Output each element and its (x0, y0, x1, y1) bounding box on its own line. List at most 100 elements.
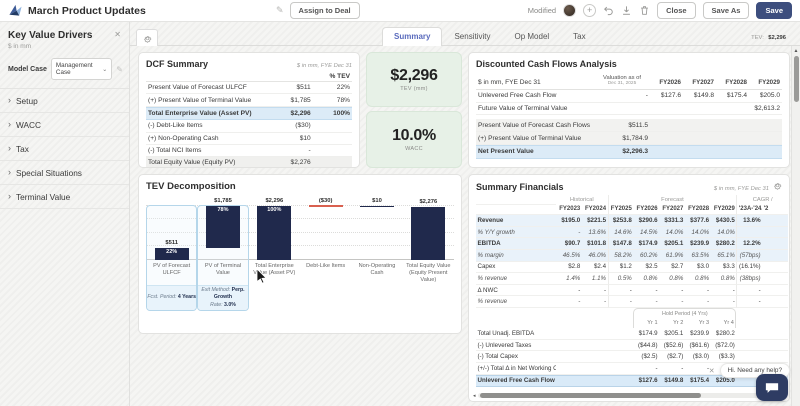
save-button[interactable]: Save (756, 2, 792, 19)
tev-label: TEV (mm) (400, 86, 428, 92)
tab-summary[interactable]: Summary (382, 27, 443, 46)
row-cell: $205.0 (749, 90, 782, 103)
fin-cell (762, 328, 788, 340)
fin-cell: FY2023 (556, 205, 582, 216)
sidebar-item-tax[interactable]: › Tax (0, 137, 129, 161)
close-button[interactable]: Close (657, 2, 696, 19)
assign-to-deal-button[interactable]: Assign to Deal (289, 2, 360, 19)
dcfa-pv-row: (+) Present Value of Terminal Value $1,78… (476, 132, 782, 145)
row-cell (650, 103, 683, 116)
fin-cell: 13.6% (736, 215, 763, 227)
tab-tax[interactable]: Tax (573, 32, 586, 41)
fin-cell: - (684, 285, 711, 297)
fin-cell: $2.5 (633, 262, 660, 274)
dismiss-tooltip-icon[interactable]: ✕ (708, 367, 715, 375)
fin-row-unlevered-taxes: (-) Unlevered Taxes ($44.8) ($52.6) ($61.6)… (476, 340, 788, 352)
fin-cell: ($3.3) (710, 351, 737, 363)
document-title[interactable]: March Product Updates (28, 4, 146, 17)
close-panel-icon[interactable]: ✕ (114, 30, 121, 39)
fin-cell: % margin (476, 249, 556, 262)
fin-cell: 14.5% (633, 226, 660, 239)
fin-row-nwc: Δ NWC - - - - - - - - (476, 284, 788, 297)
tab-sensitivity[interactable]: Sensitivity (454, 32, 491, 41)
sidebar-item-terminal-value[interactable]: › Terminal Value (0, 185, 129, 209)
fin-cell (607, 328, 634, 340)
dcfa-row: Future Value of Terminal Value $2,613.2 (476, 103, 782, 116)
chart-column-pv-of-terminal-value[interactable]: 78% $1,785 PV of Terminal Value Exit Method… (197, 198, 249, 311)
fin-cell: - (659, 363, 685, 375)
dcf-summary-row: (-) Debt-Like Items ($30) (146, 120, 352, 133)
fin-cell: - (684, 363, 711, 375)
fin-cell (607, 363, 634, 375)
fin-cell: FY2026 (633, 205, 660, 216)
add-collaborator-icon[interactable]: + (583, 4, 597, 17)
fin-cell (581, 363, 608, 375)
chat-button[interactable] (756, 374, 788, 401)
tab-op-model[interactable]: Op Model (514, 32, 550, 41)
fin-cell: ($2.7) (659, 351, 685, 363)
undo-icon[interactable] (603, 5, 614, 16)
fin-cell: - (556, 226, 582, 239)
tev-chart: 22% $511 PV of Forecast ULFCF Fcst. Period:… (146, 198, 454, 311)
fin-cell: $3.3 (710, 262, 737, 274)
save-as-button[interactable]: Save As (702, 2, 750, 19)
bar-footnote (250, 285, 299, 310)
fin-cell (607, 374, 634, 388)
sidebar-item-special-situations[interactable]: › Special Situations (0, 161, 129, 185)
chart-bar (308, 204, 343, 207)
chart-plot-area: 78% $1,785 (198, 198, 247, 260)
tab-settings-gear-icon[interactable] (136, 29, 158, 46)
trash-icon[interactable] (639, 5, 650, 16)
edit-case-icon[interactable]: ✎ (116, 64, 123, 74)
fin-cell: $377.6 (684, 215, 711, 227)
edit-title-icon[interactable]: ✎ (276, 5, 284, 15)
fin-cell (762, 215, 788, 227)
chart-plot-area: 100% $2,296 (250, 198, 299, 260)
valuation-column-header: Valuation as of Dec 31, 2025 (594, 73, 650, 90)
bar-value-label: $10 (372, 198, 382, 205)
fin-cell: $205.1 (659, 238, 685, 250)
fin-cell: 1.4% (556, 273, 582, 285)
row-value: - (274, 145, 313, 158)
row-pct (312, 133, 352, 145)
fin-cell: - (710, 285, 737, 297)
fin-cell: FY2025 (607, 204, 634, 216)
fin-cell: % Y/Y growth (476, 226, 556, 239)
fin-cell (556, 351, 582, 363)
fin-cell: ($2.5) (633, 351, 660, 363)
fin-cell: Yr 3 (684, 318, 711, 329)
fin-cell: 1.1% (581, 273, 608, 285)
sidebar-item-setup[interactable]: › Setup (0, 89, 129, 113)
chart-column-debt-like-items[interactable]: ($30) Debt-Like Items (300, 198, 351, 311)
row-label: Total Equity Value (Equity PV) (146, 157, 274, 167)
sidebar-item-label: Special Situations (16, 167, 82, 178)
fin-cell (581, 351, 608, 363)
scroll-left-icon[interactable]: ◂ (473, 392, 476, 399)
wacc-label: WACC (405, 146, 423, 152)
scroll-up-icon[interactable]: ▲ (793, 48, 799, 54)
sidebar-item-wacc[interactable]: › WACC (0, 113, 129, 137)
vertical-scroll-thumb[interactable] (794, 56, 799, 102)
download-icon[interactable] (621, 5, 632, 16)
panel-settings-gear-icon[interactable] (773, 181, 782, 190)
tev-metric-card: $2,296 TEV (mm) (366, 52, 462, 107)
bar-value-label: $2,296 (265, 198, 284, 204)
chart-column-total-equity-value-equity-present-value[interactable]: $2,276 Total Equity Value (Equity Present… (403, 199, 454, 311)
footnote-key: Exit Method: (201, 287, 232, 294)
sidebar-item-label: Tax (16, 143, 29, 154)
chart-column-non-operating-cash[interactable]: $10 Non-Operating Cash (351, 198, 402, 311)
fin-cell: $174.9 (633, 328, 660, 340)
model-case-select[interactable]: Management Case ⌄ (50, 58, 113, 80)
chart-column-total-enterprise-value-asset-pv[interactable]: 100% $2,296 Total Enterprise Value (Asset … (249, 198, 300, 311)
fin-cell: $175.4 (684, 374, 711, 388)
horizontal-scroll-thumb[interactable] (479, 393, 701, 398)
fin-cell (607, 351, 634, 363)
fin-cell: $3.0 (684, 262, 711, 274)
fin-cell: 0.8% (659, 273, 685, 285)
row-label: Unlevered Free Cash Flow (476, 90, 594, 103)
bar-footnote (301, 285, 350, 310)
chart-column-pv-of-forecast-ulfcf[interactable]: 22% $511 PV of Forecast ULFCF Fcst. Period:… (146, 205, 198, 311)
year-header: FY2027 (683, 73, 716, 90)
user-avatar[interactable] (563, 4, 577, 17)
tev-decomposition-panel: TEV Decomposition 22% $511 PV of Forecast … (138, 174, 462, 334)
